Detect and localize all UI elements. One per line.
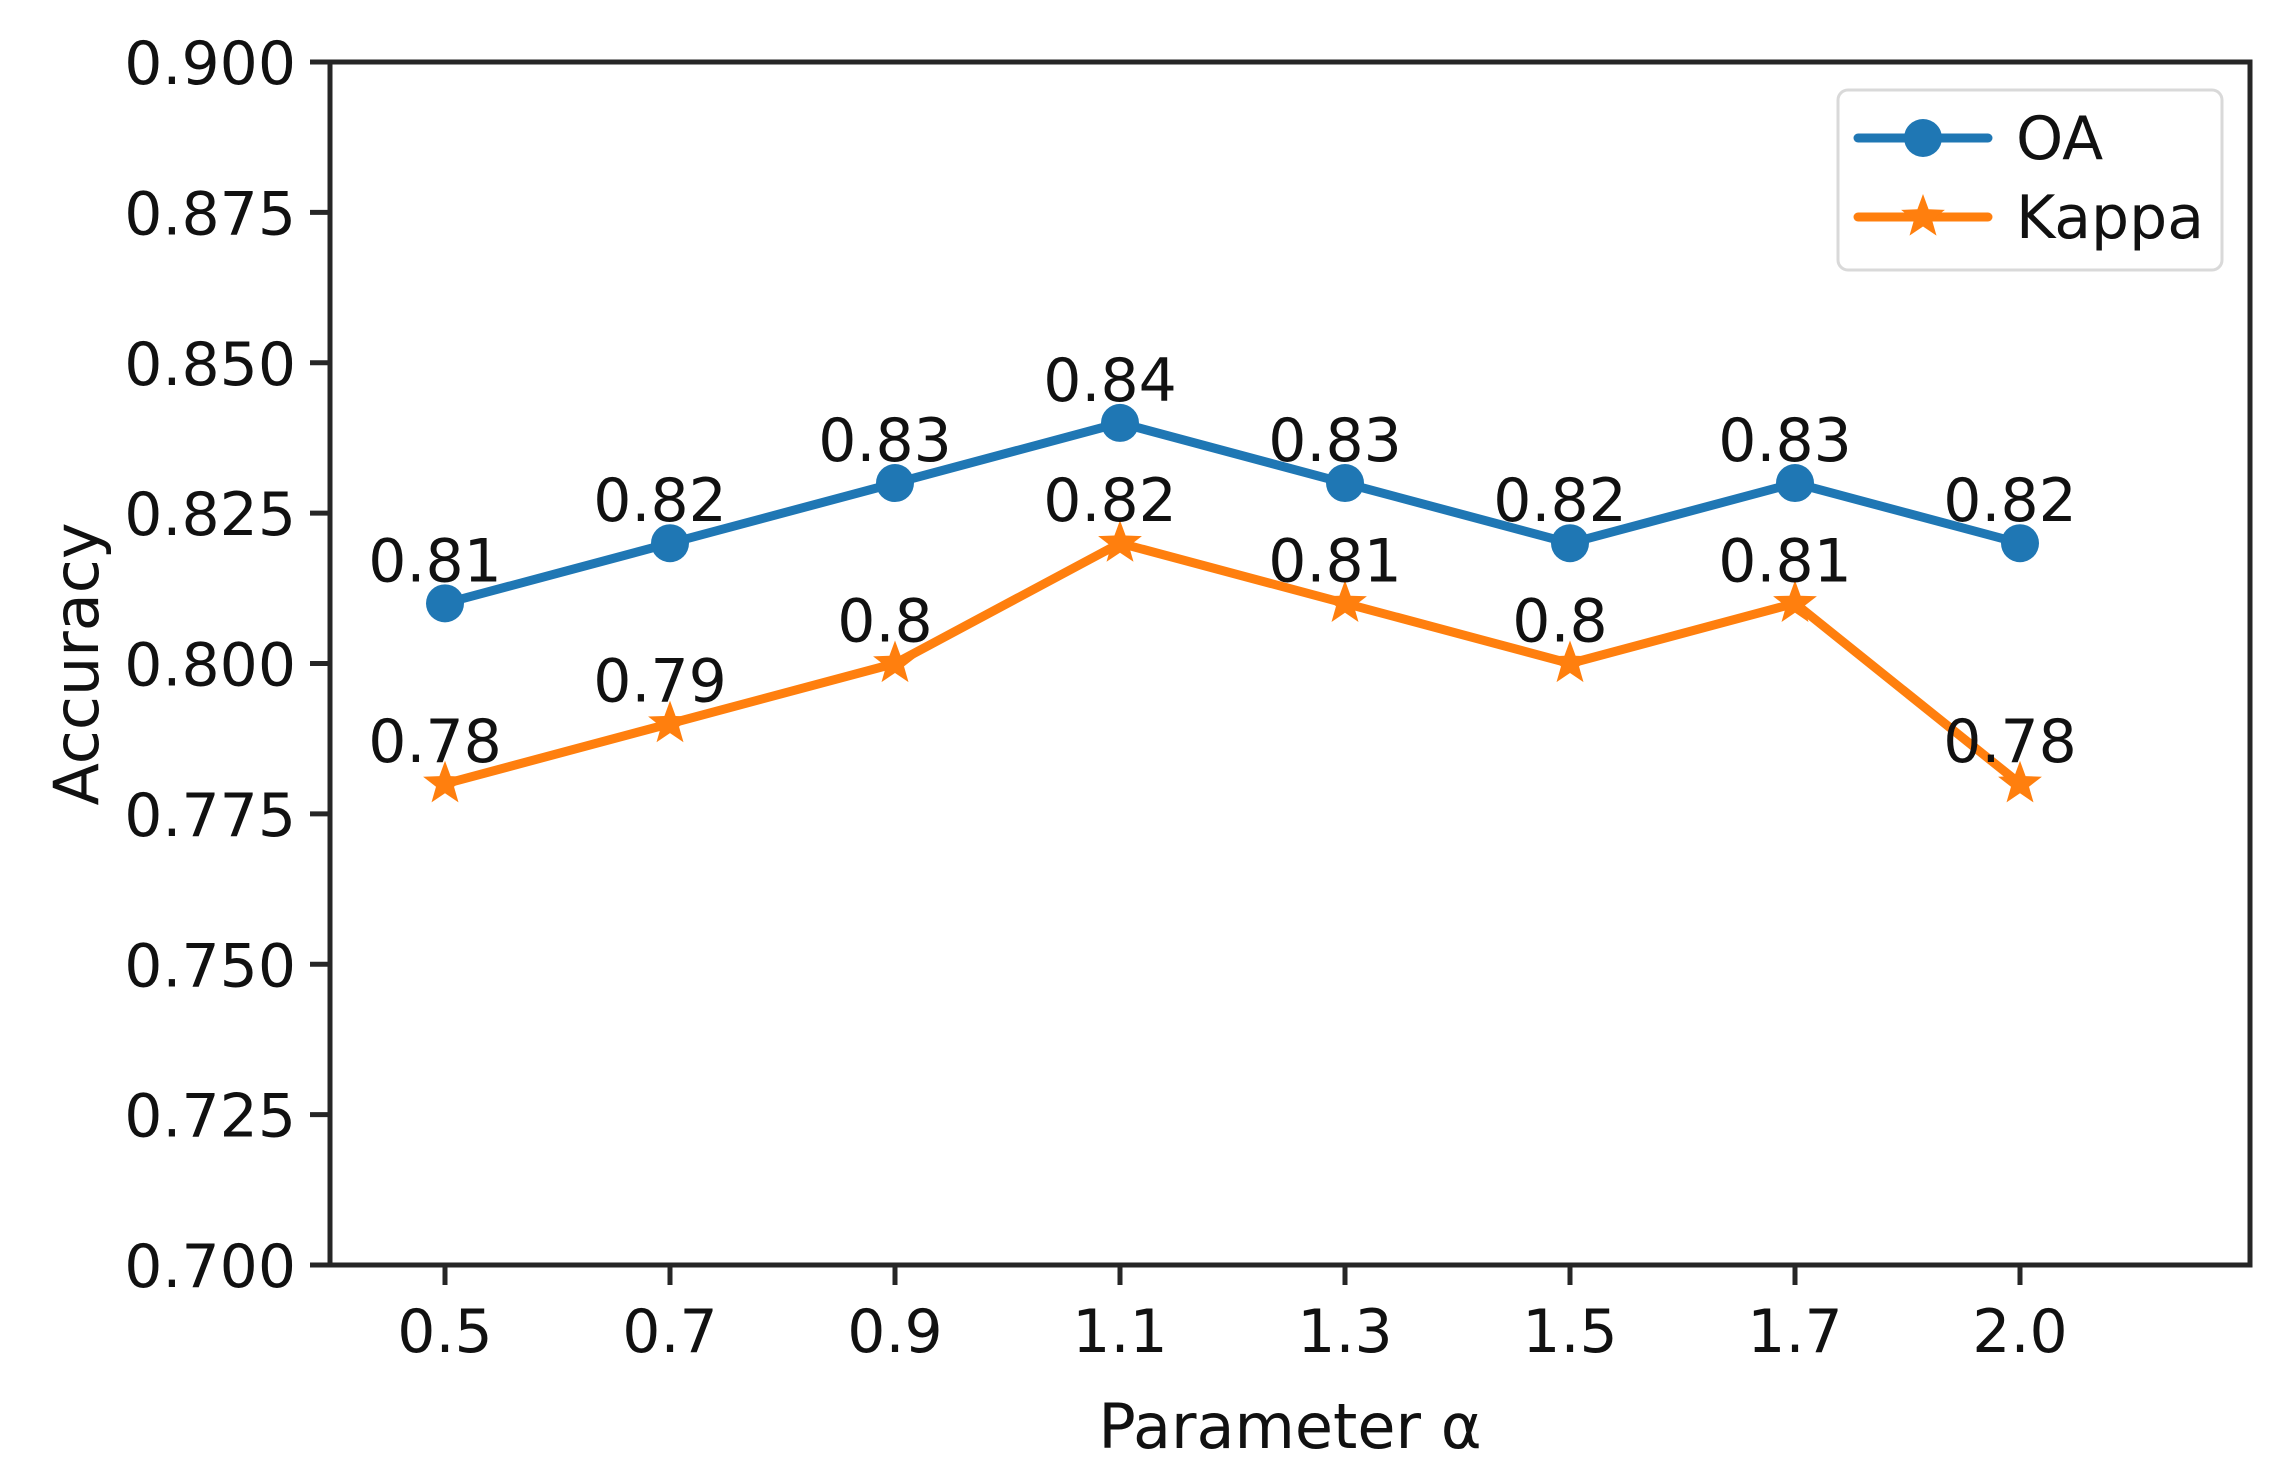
y-tick-label: 0.850 <box>124 330 296 400</box>
kappa-marker <box>1998 760 2042 803</box>
legend-kappa-label: Kappa <box>2016 183 2204 253</box>
x-tick-label: 0.9 <box>847 1297 942 1367</box>
x-tick-label: 2.0 <box>1972 1297 2067 1367</box>
oa-point-label: 0.84 <box>1043 346 1177 416</box>
legend-oa-marker <box>1904 119 1942 157</box>
legend-oa-label: OA <box>2016 104 2103 174</box>
oa-marker <box>876 464 914 503</box>
oa-point-label: 0.81 <box>368 526 502 596</box>
y-tick-label: 0.725 <box>124 1082 296 1152</box>
kappa-point-label: 0.79 <box>593 647 727 717</box>
oa-marker <box>2001 524 2039 563</box>
kappa-point-label: 0.8 <box>1512 587 1607 657</box>
y-tick-label: 0.900 <box>124 29 296 99</box>
y-tick-label: 0.875 <box>124 179 296 249</box>
kappa-marker <box>1773 580 1817 622</box>
x-tick-label: 0.5 <box>397 1297 492 1367</box>
x-axis-title: Parameter α <box>1098 1390 1481 1462</box>
axis-ticks-layer: 0.900 0.875 0.850 0.825 0.800 0.775 0.750 0.725… <box>124 29 2067 1367</box>
y-tick-label: 0.825 <box>124 480 296 550</box>
x-tick-label: 1.1 <box>1072 1297 1167 1367</box>
kappa-point-label: 0.82 <box>1043 466 1177 536</box>
oa-point-label: 0.82 <box>1493 466 1627 536</box>
x-tick-label: 1.7 <box>1747 1297 1842 1367</box>
oa-marker <box>426 584 464 623</box>
oa-marker <box>1326 464 1364 503</box>
kappa-line <box>440 538 2025 789</box>
series-layer <box>423 403 2042 803</box>
point-labels-layer: 0.81 0.82 0.83 0.84 0.83 0.82 0.83 0.82 0.78 0.79… <box>368 346 2077 777</box>
y-tick-label: 0.800 <box>124 631 296 701</box>
x-tick-label: 1.5 <box>1522 1297 1617 1367</box>
kappa-marker <box>423 760 467 803</box>
kappa-marker <box>1098 520 1142 562</box>
legend-kappa-marker <box>1901 194 1945 236</box>
kappa-marker <box>873 640 917 683</box>
y-tick-label: 0.700 <box>124 1232 296 1302</box>
oa-point-label: 0.83 <box>1718 406 1852 476</box>
kappa-point-label: 0.81 <box>1718 526 1852 596</box>
y-axis-title: Accuracy <box>40 522 113 805</box>
kappa-marker <box>1323 580 1367 622</box>
oa-point-label: 0.83 <box>818 406 952 476</box>
oa-marker <box>1551 524 1589 563</box>
kappa-point-label: 0.78 <box>1943 707 2077 777</box>
oa-point-label: 0.82 <box>593 466 727 536</box>
oa-line <box>440 418 2025 608</box>
oa-marker <box>1101 403 1139 442</box>
kappa-marker <box>1548 640 1592 683</box>
oa-point-label: 0.83 <box>1268 406 1402 476</box>
oa-point-label: 0.82 <box>1943 466 2077 536</box>
plot-frame <box>327 59 2253 1268</box>
y-tick-label: 0.775 <box>124 781 296 851</box>
kappa-point-label: 0.78 <box>368 707 502 777</box>
kappa-point-label: 0.8 <box>837 587 932 657</box>
kappa-point-label: 0.81 <box>1268 526 1402 596</box>
oa-marker <box>1776 464 1814 503</box>
x-tick-label: 0.7 <box>622 1297 717 1367</box>
kappa-marker <box>648 700 692 743</box>
legend: OA Kappa <box>1836 88 2224 272</box>
oa-marker <box>651 524 689 563</box>
y-tick-label: 0.750 <box>124 931 296 1001</box>
x-tick-label: 1.3 <box>1297 1297 1392 1367</box>
